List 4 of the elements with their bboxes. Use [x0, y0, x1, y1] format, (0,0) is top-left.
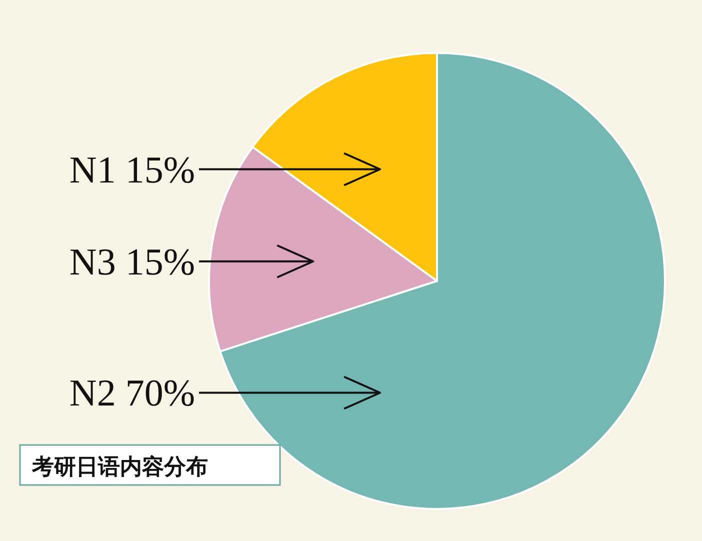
- slice-label: N1 15%: [69, 149, 195, 192]
- slice-label: N2 70%: [69, 372, 195, 415]
- slice-label: N3 15%: [69, 241, 195, 284]
- title-box: 考研日语内容分布: [19, 444, 281, 486]
